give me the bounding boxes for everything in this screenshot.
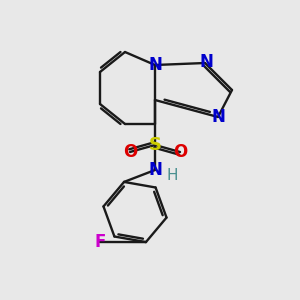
Text: N: N [211, 108, 225, 126]
Text: O: O [173, 143, 187, 161]
Text: F: F [94, 233, 106, 251]
Text: S: S [148, 136, 161, 154]
Text: N: N [148, 56, 162, 74]
Text: N: N [199, 53, 213, 71]
Text: H: H [166, 169, 178, 184]
Text: O: O [123, 143, 137, 161]
Text: N: N [148, 161, 162, 179]
